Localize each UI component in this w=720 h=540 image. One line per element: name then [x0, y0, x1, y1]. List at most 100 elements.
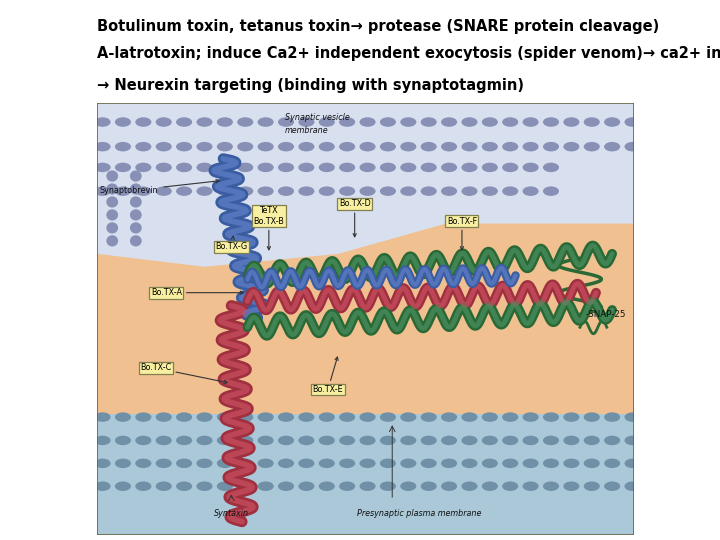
Ellipse shape [258, 436, 274, 445]
Ellipse shape [278, 436, 294, 445]
Ellipse shape [278, 117, 294, 127]
Ellipse shape [176, 436, 192, 445]
Ellipse shape [420, 117, 437, 127]
Ellipse shape [135, 163, 151, 172]
Ellipse shape [420, 413, 437, 422]
Ellipse shape [217, 482, 233, 491]
Ellipse shape [94, 458, 111, 468]
Ellipse shape [258, 142, 274, 151]
Ellipse shape [339, 186, 355, 196]
Ellipse shape [298, 142, 315, 151]
Ellipse shape [176, 163, 192, 172]
Ellipse shape [584, 436, 600, 445]
Ellipse shape [217, 142, 233, 151]
Ellipse shape [130, 184, 142, 194]
Ellipse shape [563, 142, 580, 151]
Text: Bo.TX-C: Bo.TX-C [140, 363, 228, 383]
Ellipse shape [441, 186, 457, 196]
Ellipse shape [482, 163, 498, 172]
Ellipse shape [380, 163, 396, 172]
Ellipse shape [94, 142, 111, 151]
Ellipse shape [400, 436, 416, 445]
Ellipse shape [217, 458, 233, 468]
Text: Botulinum toxin, tetanus toxin→ protease (SNARE protein cleavage): Botulinum toxin, tetanus toxin→ protease… [97, 19, 660, 34]
Ellipse shape [441, 436, 457, 445]
Ellipse shape [237, 186, 253, 196]
Ellipse shape [319, 186, 335, 196]
Ellipse shape [400, 117, 416, 127]
Ellipse shape [130, 210, 142, 220]
Ellipse shape [107, 222, 118, 233]
Text: Bo.TX-F: Bo.TX-F [447, 217, 477, 250]
Ellipse shape [339, 117, 355, 127]
Ellipse shape [420, 142, 437, 151]
Ellipse shape [339, 413, 355, 422]
Ellipse shape [156, 436, 172, 445]
Ellipse shape [502, 458, 518, 468]
Ellipse shape [339, 458, 355, 468]
Ellipse shape [107, 210, 118, 220]
Ellipse shape [420, 186, 437, 196]
Ellipse shape [441, 163, 457, 172]
Ellipse shape [400, 186, 416, 196]
Ellipse shape [462, 142, 477, 151]
Ellipse shape [135, 436, 151, 445]
Ellipse shape [237, 458, 253, 468]
Ellipse shape [107, 197, 118, 207]
Ellipse shape [523, 186, 539, 196]
Ellipse shape [462, 413, 477, 422]
Ellipse shape [604, 436, 620, 445]
Ellipse shape [130, 197, 142, 207]
Ellipse shape [523, 436, 539, 445]
Ellipse shape [543, 186, 559, 196]
Ellipse shape [482, 436, 498, 445]
Ellipse shape [135, 413, 151, 422]
Polygon shape [97, 103, 634, 267]
Ellipse shape [319, 436, 335, 445]
Ellipse shape [176, 142, 192, 151]
Ellipse shape [523, 117, 539, 127]
Ellipse shape [482, 482, 498, 491]
Ellipse shape [237, 117, 253, 127]
Ellipse shape [115, 186, 131, 196]
Ellipse shape [359, 163, 376, 172]
Ellipse shape [604, 117, 620, 127]
Ellipse shape [258, 163, 274, 172]
Ellipse shape [584, 142, 600, 151]
Ellipse shape [624, 482, 641, 491]
Ellipse shape [380, 186, 396, 196]
Ellipse shape [156, 413, 172, 422]
Ellipse shape [543, 163, 559, 172]
Ellipse shape [400, 413, 416, 422]
Ellipse shape [380, 436, 396, 445]
Ellipse shape [237, 142, 253, 151]
Ellipse shape [217, 163, 233, 172]
Ellipse shape [523, 163, 539, 172]
Ellipse shape [563, 482, 580, 491]
Ellipse shape [502, 163, 518, 172]
Text: Bo.TX-G: Bo.TX-G [215, 236, 248, 252]
Ellipse shape [400, 482, 416, 491]
Ellipse shape [359, 413, 376, 422]
Ellipse shape [462, 482, 477, 491]
Ellipse shape [441, 482, 457, 491]
Ellipse shape [482, 186, 498, 196]
Ellipse shape [584, 458, 600, 468]
Text: A-latrotoxin; induce Ca2+ independent exocytosis (spider venom)→ ca2+ independen: A-latrotoxin; induce Ca2+ independent ex… [97, 46, 720, 61]
Ellipse shape [115, 458, 131, 468]
Ellipse shape [563, 413, 580, 422]
Text: Synaptobrevin: Synaptobrevin [100, 180, 220, 195]
Ellipse shape [135, 186, 151, 196]
Ellipse shape [441, 458, 457, 468]
Ellipse shape [563, 458, 580, 468]
Ellipse shape [502, 142, 518, 151]
Ellipse shape [156, 163, 172, 172]
Ellipse shape [115, 163, 131, 172]
Ellipse shape [258, 117, 274, 127]
Ellipse shape [130, 222, 142, 233]
Ellipse shape [319, 413, 335, 422]
Ellipse shape [359, 436, 376, 445]
Ellipse shape [298, 458, 315, 468]
Ellipse shape [543, 117, 559, 127]
Ellipse shape [94, 163, 111, 172]
